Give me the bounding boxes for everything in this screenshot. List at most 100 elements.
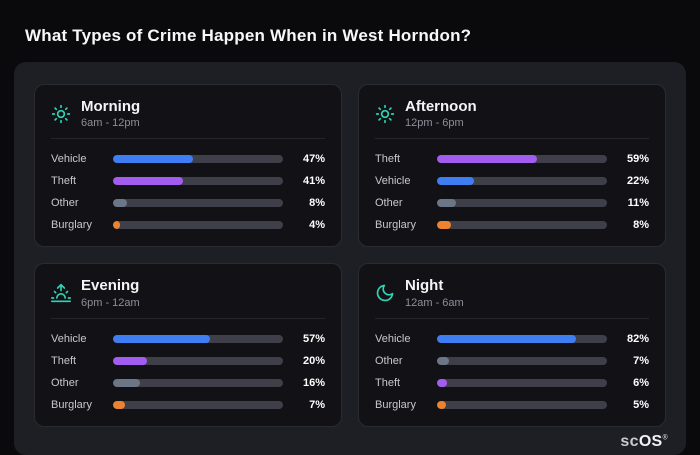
stat-rows: Vehicle 47% Theft 41% Other 8% Burglary (51, 148, 325, 236)
bar-fill (437, 356, 449, 365)
bar-track (437, 199, 607, 208)
dashboard-panel: Morning 6am - 12pm Vehicle 47% Theft 41%… (14, 62, 686, 455)
bar-fill (437, 199, 456, 208)
stat-row: Theft 20% (51, 350, 325, 372)
bar-fill (113, 177, 183, 186)
stat-rows: Vehicle 82% Other 7% Theft 6% Burglary (375, 328, 649, 416)
page-title: What Types of Crime Happen When in West … (25, 26, 472, 45)
stat-row: Other 7% (375, 350, 649, 372)
crime-percent: 82% (626, 332, 649, 345)
crime-percent: 22% (626, 175, 649, 188)
brand-prefix: sc (620, 432, 639, 450)
crime-label: Vehicle (51, 332, 87, 345)
crime-percent: 6% (633, 376, 649, 389)
crime-label: Burglary (375, 219, 416, 232)
card-title: Night (405, 277, 444, 295)
bar-track (437, 378, 607, 387)
stat-row: Vehicle 57% (51, 328, 325, 350)
bar-track (113, 155, 283, 164)
crime-label: Theft (375, 376, 401, 389)
bar-fill (113, 199, 127, 208)
stat-row: Theft 59% (375, 148, 649, 170)
period-card-night: Night 12am - 6am Vehicle 82% Other 7% Th… (358, 263, 666, 427)
bar-fill (437, 378, 448, 387)
stat-row: Vehicle 47% (51, 148, 325, 170)
bar-fill (113, 356, 147, 365)
bar-fill (113, 221, 120, 230)
card-header-afternoon: Afternoon 12pm - 6pm (375, 98, 649, 140)
stat-row: Vehicle 82% (375, 328, 649, 350)
card-header-evening: Evening 6pm - 12am (51, 277, 325, 319)
card-title: Evening (81, 277, 140, 295)
crime-percent: 7% (309, 398, 325, 411)
card-grid: Morning 6am - 12pm Vehicle 47% Theft 41%… (34, 84, 666, 427)
bar-track (437, 221, 607, 230)
crime-percent: 59% (626, 153, 649, 166)
crime-percent: 20% (302, 354, 325, 367)
bar-track (113, 400, 283, 409)
bar-track (437, 155, 607, 164)
stat-row: Other 8% (51, 192, 325, 214)
crime-label: Burglary (375, 398, 416, 411)
crime-label: Other (51, 197, 79, 210)
crime-label: Other (375, 354, 403, 367)
brand-suffix: OS (638, 432, 663, 450)
stat-rows: Theft 59% Vehicle 22% Other 11% Burglary (375, 148, 649, 236)
bar-fill (113, 334, 210, 343)
card-subtitle: 12am - 6am (405, 296, 464, 309)
crime-percent: 57% (302, 332, 325, 345)
bar-track (437, 177, 607, 186)
period-card-evening: Evening 6pm - 12am Vehicle 57% Theft 20%… (34, 263, 342, 427)
card-subtitle: 12pm - 6pm (405, 117, 464, 130)
stat-row: Burglary 8% (375, 214, 649, 236)
bar-track (113, 221, 283, 230)
stat-row: Theft 6% (375, 372, 649, 394)
crime-percent: 16% (302, 376, 325, 389)
crime-label: Theft (51, 175, 77, 188)
crime-label: Vehicle (375, 175, 411, 188)
card-title: Afternoon (405, 98, 477, 115)
card-title: Morning (81, 98, 141, 115)
bar-track (437, 356, 607, 365)
crime-label: Other (51, 376, 79, 389)
crime-label: Burglary (51, 219, 92, 232)
crime-label: Other (375, 197, 403, 210)
crime-percent: 11% (627, 197, 649, 210)
card-header-night: Night 12am - 6am (375, 277, 649, 319)
bar-fill (437, 400, 446, 409)
bar-fill (113, 400, 125, 409)
stat-row: Other 16% (51, 372, 325, 394)
bar-track (437, 334, 607, 343)
stat-row: Theft 41% (51, 170, 325, 192)
crime-label: Burglary (51, 398, 92, 411)
crime-percent: 8% (309, 197, 325, 210)
brand-logo: scOS® (620, 433, 668, 451)
crime-percent: 47% (302, 153, 325, 166)
crime-percent: 41% (302, 175, 325, 188)
bar-track (437, 400, 607, 409)
stat-row: Burglary 5% (375, 394, 649, 416)
crime-label: Theft (375, 153, 401, 166)
bar-fill (113, 155, 193, 164)
bar-fill (113, 378, 141, 387)
bar-fill (437, 155, 538, 164)
crime-label: Vehicle (375, 332, 411, 345)
brand-registered-mark: ® (662, 434, 668, 442)
card-subtitle: 6am - 12pm (81, 117, 140, 130)
crime-percent: 5% (633, 398, 649, 411)
period-card-morning: Morning 6am - 12pm Vehicle 47% Theft 41%… (34, 84, 342, 248)
bar-fill (437, 177, 475, 186)
stat-rows: Vehicle 57% Theft 20% Other 16% Burglary (51, 328, 325, 416)
crime-percent: 4% (309, 219, 325, 232)
sun-icon (51, 104, 71, 124)
bar-fill (437, 221, 451, 230)
bar-track (113, 334, 283, 343)
bar-fill (437, 334, 577, 343)
moon-icon (375, 283, 395, 303)
sun-icon (375, 104, 395, 124)
crime-percent: 7% (633, 354, 649, 367)
crime-label: Vehicle (51, 153, 87, 166)
period-card-afternoon: Afternoon 12pm - 6pm Theft 59% Vehicle 2… (358, 84, 666, 248)
bar-track (113, 378, 283, 387)
bar-track (113, 177, 283, 186)
